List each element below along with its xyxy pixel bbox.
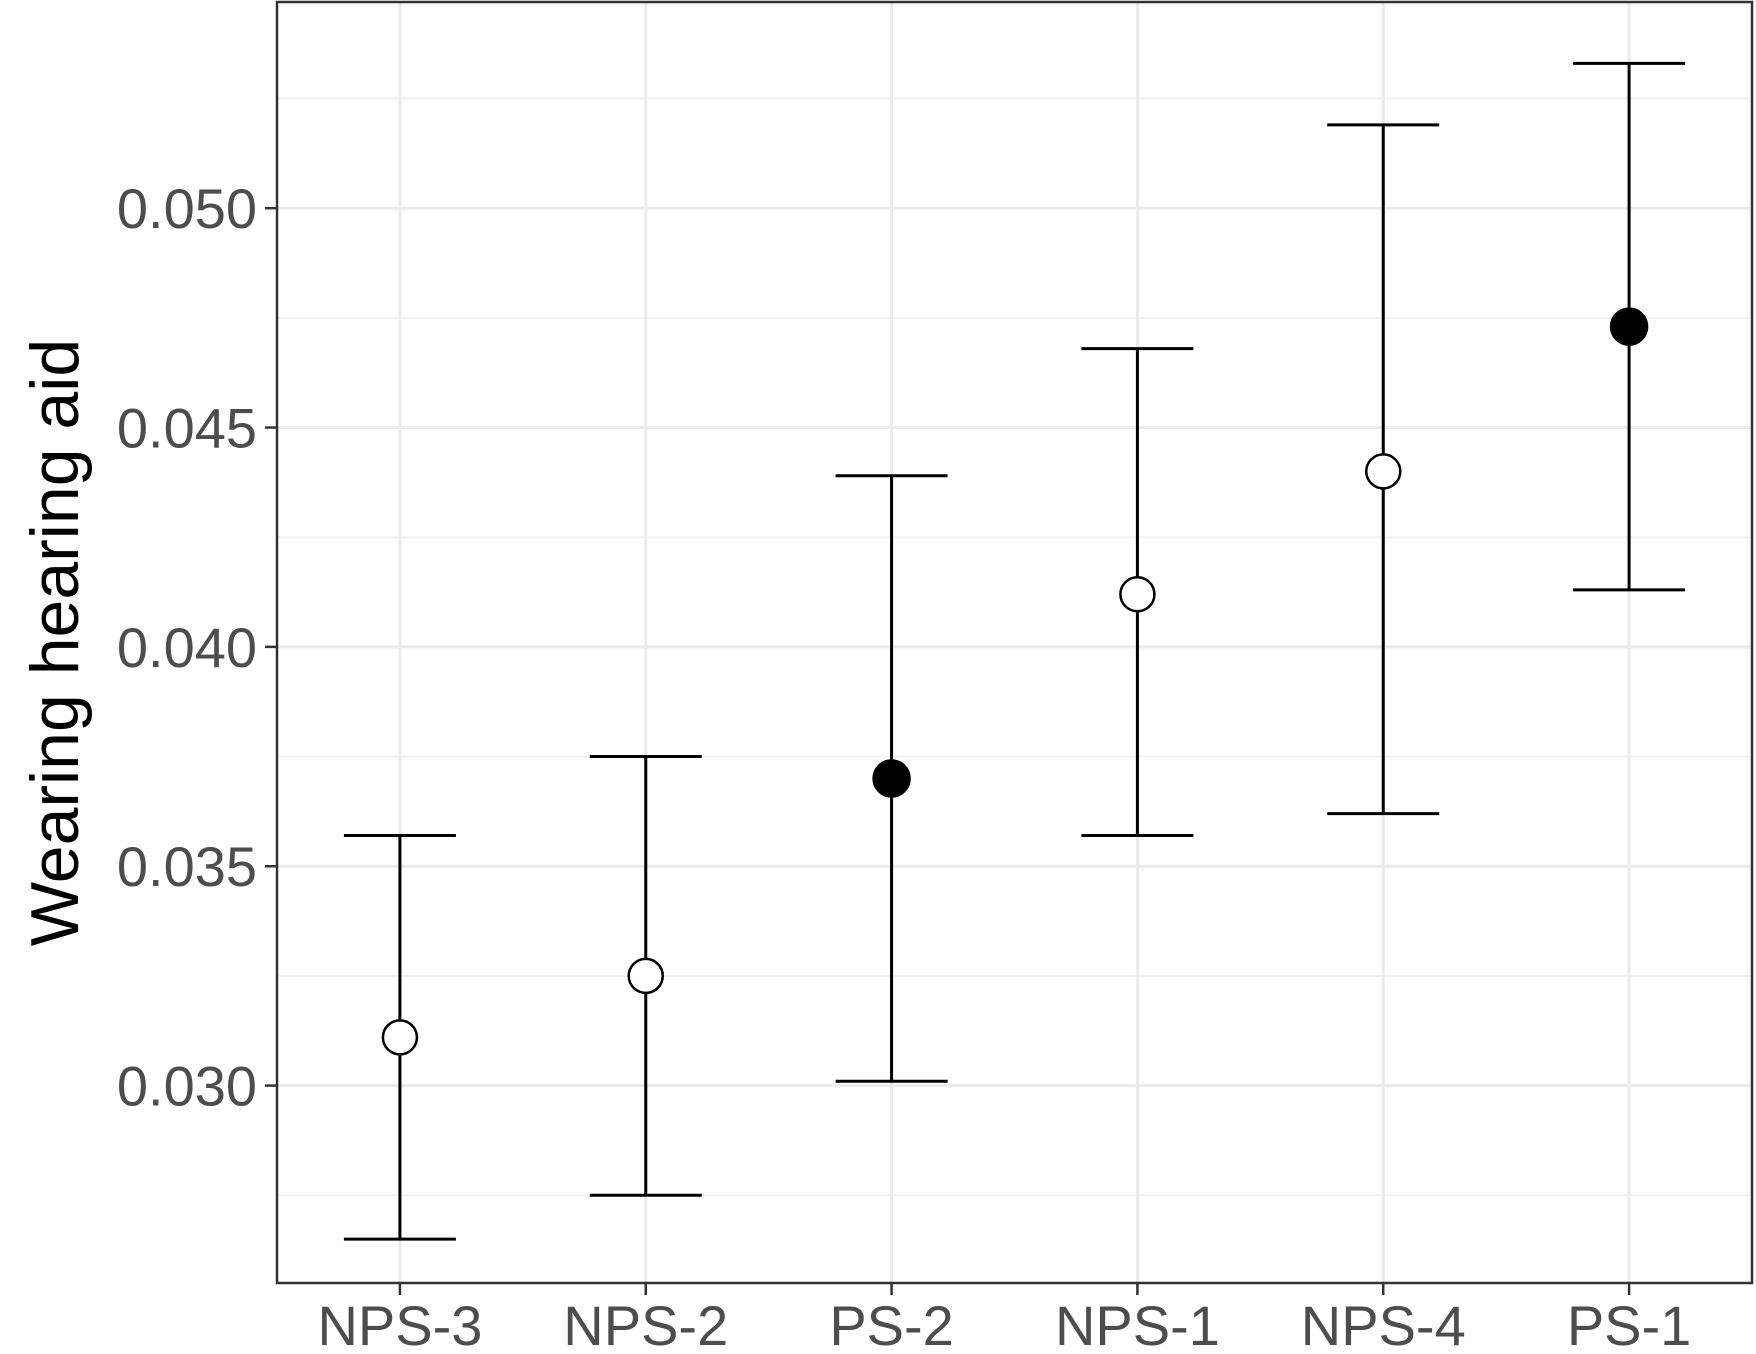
x-tick-label: NPS-2 xyxy=(563,1294,728,1354)
y-tick-label: 0.050 xyxy=(117,177,257,240)
x-tick-label: PS-2 xyxy=(829,1294,954,1354)
data-points xyxy=(381,307,1649,1056)
y-axis-title: Wearing hearing aid xyxy=(17,339,93,946)
open-point-marker xyxy=(627,957,664,995)
y-tick-label: 0.035 xyxy=(117,835,257,898)
x-tick-label: PS-1 xyxy=(1567,1294,1692,1354)
x-tick-label: NPS-3 xyxy=(317,1294,482,1354)
grid-lines xyxy=(277,2,1752,1283)
x-tick-label: NPS-4 xyxy=(1301,1294,1466,1354)
error-bars xyxy=(343,61,1686,1241)
y-tick-label: 0.045 xyxy=(117,397,257,460)
x-axis-tick-labels: NPS-3 NPS-2 PS-2 NPS-1 NPS-4 PS-1 xyxy=(317,1294,1691,1354)
filled-point-marker xyxy=(872,759,911,798)
y-tick-label: 0.040 xyxy=(117,616,257,679)
y-tick-label: 0.030 xyxy=(117,1055,257,1118)
open-point-marker xyxy=(381,1019,419,1056)
filled-point-marker xyxy=(1609,307,1649,346)
x-tick-label: NPS-1 xyxy=(1055,1294,1220,1354)
y-axis-tick-labels: 0.030 0.035 0.040 0.045 0.050 xyxy=(117,177,257,1117)
axis-ticks xyxy=(265,206,1631,1295)
open-point-marker xyxy=(1365,453,1402,490)
open-point-marker xyxy=(1119,575,1156,613)
plot-panel-border xyxy=(275,0,1754,1285)
